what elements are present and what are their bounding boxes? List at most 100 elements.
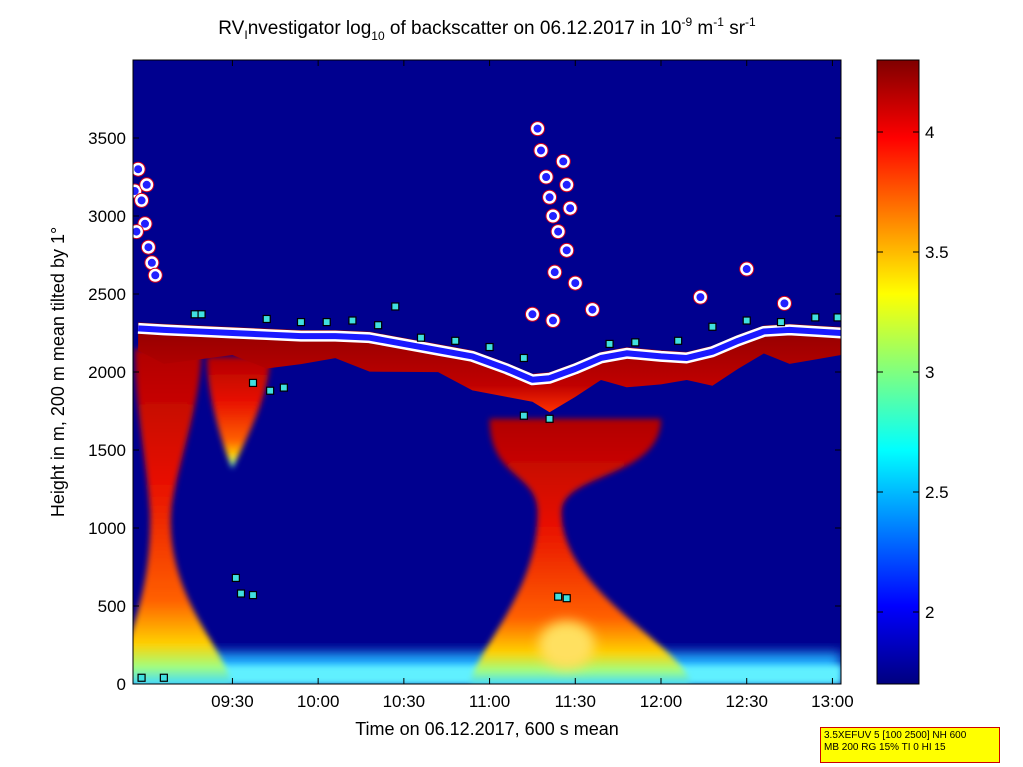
cloud-marker-ring — [567, 275, 583, 291]
cloud-marker — [148, 268, 163, 283]
square-marker — [811, 313, 820, 322]
cloud-marker — [563, 201, 578, 216]
square-marker — [236, 589, 246, 598]
square-marker — [279, 383, 288, 392]
square-marker — [562, 594, 571, 603]
square-marker — [348, 316, 357, 325]
cloud-marker — [534, 143, 548, 158]
square-marker — [776, 317, 786, 327]
cloud-marker-ring — [776, 295, 792, 311]
cloud-marker — [141, 240, 156, 255]
cloud-marker — [138, 216, 152, 231]
x-axis: 09:30 10:00 10:30 11:00 11:30 12:00 12:30 13:00 — [211, 60, 854, 711]
colorbar — [876, 59, 920, 685]
x-tick-label: 10:00 — [297, 692, 340, 711]
cloud-marker-ring — [140, 239, 156, 255]
y-tick-label: 1000 — [88, 519, 126, 538]
cloud-layer — [137, 322, 841, 413]
square-marker — [248, 378, 258, 388]
cloud-marker-ring — [547, 264, 563, 280]
cloud-marker — [559, 177, 574, 192]
y-tick-label: 2000 — [88, 363, 126, 382]
square-marker — [674, 336, 683, 345]
x-tick-label: 12:30 — [725, 692, 768, 711]
cloud-marker — [585, 302, 600, 317]
colorbar-tick-label: 3.5 — [925, 243, 949, 262]
y-tick-label: 1500 — [88, 441, 126, 460]
square-marker — [322, 317, 331, 327]
cloud-marker — [546, 209, 560, 223]
x-axis-label: Time on 06.12.2017, 600 s mean — [355, 719, 619, 739]
y-tick-label: 500 — [98, 597, 126, 616]
square-marker — [159, 673, 168, 682]
cloud-marker-ring — [133, 224, 144, 240]
cloud-marker — [542, 190, 557, 205]
square-marker — [554, 592, 563, 601]
high-cloud-markers — [133, 121, 792, 329]
cloud-marker-ring — [739, 261, 755, 277]
cloud-base-line — [137, 325, 841, 383]
square-marker — [296, 317, 306, 327]
square-marker — [416, 333, 426, 342]
cloud-marker-ring — [137, 216, 153, 232]
square-marker — [197, 310, 206, 319]
colorbar-axis: 2 2.5 3 3.5 4 — [877, 123, 949, 622]
cloud-marker-ring — [133, 161, 146, 177]
square-marker — [485, 342, 494, 352]
cloud-marker — [134, 193, 149, 208]
cloud-marker — [547, 265, 562, 280]
square-marker — [833, 313, 841, 322]
cloud-marker-ring — [550, 224, 566, 240]
square-marker — [519, 411, 528, 420]
aerosol-plume — [469, 418, 691, 684]
square-marker — [374, 321, 383, 330]
y-tick-label: 3000 — [88, 207, 126, 226]
info-line-1: 3.5XEFUV 5 [100 2500] NH 600 — [824, 730, 967, 741]
cloud-marker-ring — [533, 142, 549, 158]
cloud-marker — [556, 154, 571, 169]
cloud-marker — [144, 255, 159, 270]
x-tick-label: 12:00 — [640, 692, 683, 711]
cloud-marker-ring — [139, 177, 155, 193]
square-marker — [708, 322, 717, 331]
square-markers — [137, 302, 841, 682]
y-tick-label: 2500 — [88, 285, 126, 304]
square-marker — [451, 336, 460, 345]
cloud-marker — [568, 276, 583, 291]
cloud-marker-ring — [562, 200, 578, 216]
cloud-marker — [551, 224, 566, 239]
x-tick-label: 10:30 — [383, 692, 426, 711]
cloud-marker — [777, 296, 792, 311]
parameter-info-box: 3.5XEFUV 5 [100 2500] NH 600 MB 200 RG 1… — [820, 727, 1000, 763]
square-marker — [266, 386, 275, 395]
x-tick-label: 11:30 — [555, 692, 596, 711]
y-axis-label: Height in m, 200 m mean tilted by 1° — [48, 227, 68, 517]
cloud-marker — [739, 262, 754, 277]
cloud-marker — [539, 170, 554, 184]
cloud-marker-ring — [545, 313, 561, 329]
cloud-marker-ring — [524, 306, 540, 322]
cloud-marker-ring — [559, 177, 575, 193]
y-tick-label: 0 — [117, 675, 126, 694]
aerosol-plume — [133, 348, 232, 684]
cloud-marker-ring — [584, 302, 600, 318]
square-marker — [190, 310, 199, 319]
info-line-2: MB 200 RG 15% TI 0 HI 15 — [824, 742, 946, 753]
square-marker — [262, 314, 271, 324]
square-marker — [605, 339, 614, 349]
cloud-marker — [546, 313, 560, 328]
colorbar-tick-label: 2.5 — [925, 483, 949, 502]
cloud-marker — [139, 177, 154, 192]
cloud-marker-ring — [559, 242, 575, 258]
x-tick-label: 09:30 — [211, 692, 254, 711]
cloud-marker-ring — [555, 153, 571, 169]
cloud-marker-ring — [542, 189, 558, 205]
y-tick-label: 3500 — [88, 129, 126, 148]
square-marker — [545, 414, 554, 423]
plume-core — [538, 621, 595, 669]
cloud-marker-ring — [530, 121, 546, 137]
square-marker — [231, 573, 240, 583]
cloud-marker-ring — [545, 208, 561, 224]
square-marker — [137, 673, 146, 682]
